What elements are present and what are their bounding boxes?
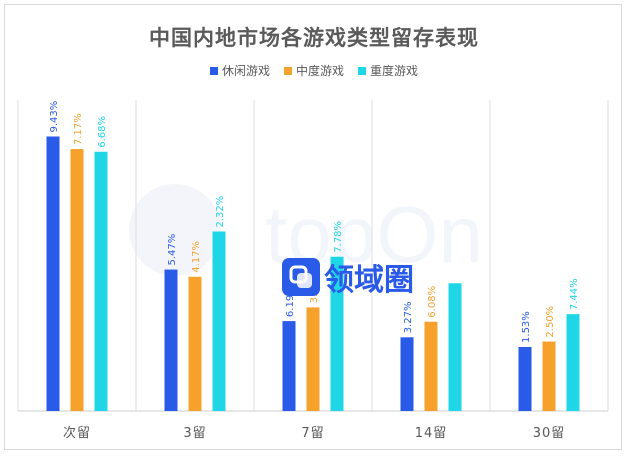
legend-label-hardcore: 重度游戏 bbox=[370, 64, 419, 78]
legend-label-midcore: 中度游戏 bbox=[295, 64, 344, 78]
bar-2-1 bbox=[306, 307, 320, 411]
data-label-1-0: 5.47% bbox=[167, 234, 178, 266]
legend-label-casual: 休闲游戏 bbox=[221, 64, 270, 78]
legend-item-midcore: 中度游戏 bbox=[283, 62, 344, 79]
data-label-4-1: 2.50% bbox=[545, 306, 556, 338]
bar-4-0 bbox=[518, 346, 532, 411]
watermark: topOn bbox=[129, 184, 483, 279]
bar-0-2 bbox=[94, 151, 108, 412]
chart-legend: 休闲游戏 中度游戏 重度游戏 bbox=[0, 62, 628, 79]
bar-4-1 bbox=[542, 341, 556, 411]
data-label-4-0: 1.53% bbox=[521, 311, 532, 343]
legend-item-hardcore: 重度游戏 bbox=[358, 62, 418, 79]
data-label-3-0: 3.27% bbox=[403, 302, 414, 334]
data-label-0-1: 7.17% bbox=[73, 113, 84, 145]
legend-swatch-midcore bbox=[283, 66, 292, 75]
x-axis: 次留 3留 7留 14留 30留 bbox=[63, 425, 566, 441]
x-tick-label: 3留 bbox=[183, 426, 206, 441]
bar-3-1 bbox=[424, 321, 438, 411]
bar-1-1 bbox=[188, 276, 202, 411]
data-label-4-2: 7.44% bbox=[569, 278, 580, 310]
bar-3-0 bbox=[400, 337, 414, 411]
bar-2-2 bbox=[330, 256, 344, 411]
data-label-2-0: 6.19% bbox=[285, 285, 296, 317]
logo-text: 领域圈 bbox=[324, 263, 414, 298]
bar-0-0 bbox=[46, 136, 60, 411]
bar-0-1 bbox=[70, 149, 84, 412]
bar-2-0 bbox=[282, 321, 296, 411]
data-label-2-2: 7.78% bbox=[333, 221, 344, 253]
x-tick-label: 7留 bbox=[301, 426, 324, 441]
bar-1-0 bbox=[164, 269, 178, 411]
chart-title: 中国内地市场各游戏类型留存表现 bbox=[149, 26, 479, 50]
legend-item-casual: 休闲游戏 bbox=[209, 62, 270, 79]
data-label-1-2: 2.32% bbox=[215, 196, 226, 228]
data-label-1-1: 4.17% bbox=[191, 241, 202, 273]
legend-swatch-casual bbox=[209, 66, 218, 75]
logo-badge: 领域圈 bbox=[282, 258, 414, 298]
bar-3-2 bbox=[448, 283, 462, 411]
x-tick-label: 30留 bbox=[533, 426, 566, 441]
x-tick-label: 次留 bbox=[63, 425, 91, 441]
logo-overlay-icon bbox=[297, 273, 312, 288]
data-label-0-2: 6.68% bbox=[97, 116, 108, 148]
x-tick-label: 14留 bbox=[415, 426, 448, 441]
bar-4-2 bbox=[566, 314, 580, 411]
data-label-3-1: 6.08% bbox=[427, 286, 438, 318]
legend-swatch-hardcore bbox=[358, 66, 366, 75]
bar-1-2 bbox=[212, 231, 226, 411]
bars-layer bbox=[46, 136, 580, 412]
data-label-0-0: 9.43% bbox=[49, 101, 60, 133]
